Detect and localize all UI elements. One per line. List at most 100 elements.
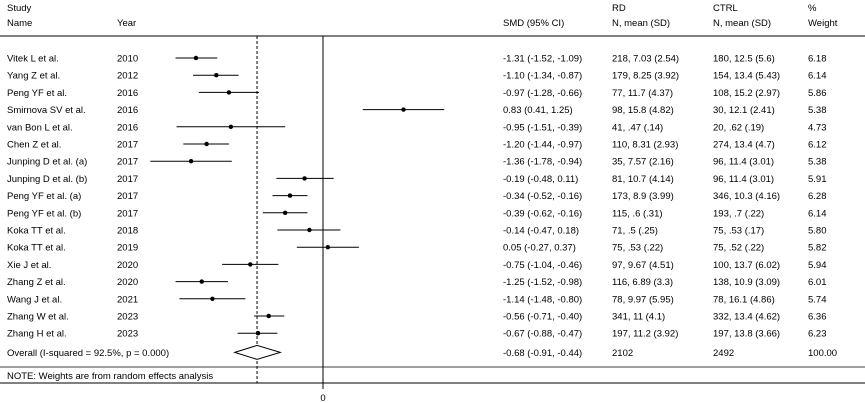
study-ctrl: 274, 13.4 (4.7) xyxy=(713,140,775,151)
study-row: Zhang Z et al. 2020 -1.25 (-1.52, -0.98) 11… xyxy=(7,277,827,288)
study-name: Chen Z et al. xyxy=(7,140,61,151)
study-year: 2017 xyxy=(117,140,138,151)
study-year: 2016 xyxy=(117,122,138,133)
study-smd-ci: -0.14 (-0.47, 0.18) xyxy=(503,226,579,237)
study-row: Xie J et al. 2020 -0.75 (-1.04, -0.46) 97, … xyxy=(7,260,827,271)
study-ctrl: 75, .52 (.22) xyxy=(713,243,764,254)
study-name: Peng YF et al. (a) xyxy=(7,191,81,202)
study-rd: 78, 9.97 (5.95) xyxy=(612,294,674,305)
point-estimate xyxy=(188,159,194,164)
study-ctrl: 30, 12.1 (2.41) xyxy=(713,105,775,116)
study-rd: 116, 6.89 (3.3) xyxy=(612,277,673,288)
study-row: Vitek L et al. 2010 -1.31 (-1.52, -1.09) 21… xyxy=(7,54,827,65)
study-name: Peng YF et al. xyxy=(7,88,67,99)
point-estimate xyxy=(204,141,209,147)
study-ctrl: 197, 13.8 (3.66) xyxy=(713,329,780,340)
study-name: Xie J et al. xyxy=(7,260,51,271)
point-estimate xyxy=(199,279,204,284)
study-row: Koka TT et al. 2019 0.05 (-0.27, 0.37) 75, … xyxy=(7,243,827,254)
point-estimate xyxy=(255,331,261,336)
study-row: van Bon L et al. 2016 -0.95 (-1.51, -0.39)… xyxy=(7,122,827,133)
study-ctrl: 332, 13.4 (4.62) xyxy=(713,312,780,323)
study-smd-ci: -0.39 (-0.62, -0.16) xyxy=(503,208,582,219)
study-weight: 6.01 xyxy=(808,277,827,288)
study-name: Zhang H et al. xyxy=(7,329,67,340)
study-rd: 179, 8.25 (3.92) xyxy=(612,71,679,82)
study-ctrl: 96, 11.4 (3.01) xyxy=(713,174,774,185)
study-name: Junping D et al. (a) xyxy=(7,157,87,168)
study-ctrl: 193, .7 (.22) xyxy=(713,208,764,219)
point-estimate xyxy=(214,73,219,78)
study-year: 2018 xyxy=(117,226,138,237)
header-ctrl: CTRL xyxy=(713,3,738,14)
study-year: 2017 xyxy=(117,208,138,219)
study-year: 2017 xyxy=(117,157,138,168)
study-weight: 6.23 xyxy=(808,329,827,340)
study-smd-ci: -1.36 (-1.78, -0.94) xyxy=(503,157,582,168)
point-estimate xyxy=(248,262,253,267)
overall-label: Overall (I-squared = 92.5%, p = 0.000) xyxy=(7,348,169,359)
study-row: Junping D et al. (b) 2017 -0.19 (-0.48, 0.… xyxy=(7,174,827,185)
study-rd: 110, 8.31 (2.93) xyxy=(612,140,678,151)
study-weight: 5.38 xyxy=(808,105,827,116)
study-rd: 35, 7.57 (2.16) xyxy=(612,157,674,168)
study-name: Koka TT et al. xyxy=(7,226,66,237)
study-year: 2010 xyxy=(117,54,138,65)
header-rd: RD xyxy=(612,3,626,14)
study-smd-ci: -1.20 (-1.44, -0.97) xyxy=(503,140,582,151)
study-weight: 5.80 xyxy=(808,226,827,237)
study-ctrl: 346, 10.3 (4.16) xyxy=(713,191,780,202)
overall-diamond xyxy=(233,344,283,360)
overall-ctrl: 2492 xyxy=(713,348,734,359)
overall-rd: 2102 xyxy=(612,348,633,359)
study-weight: 6.12 xyxy=(808,140,827,151)
study-smd-ci: -0.97 (-1.28, -0.66) xyxy=(503,88,582,99)
overall-smd-ci: -0.68 (-0.91, -0.44) xyxy=(503,348,582,359)
study-rd: 218, 7.03 (2.54) xyxy=(612,54,679,65)
study-row: Smirnova SV et al. 2016 0.83 (0.41, 1.25) 9… xyxy=(7,105,827,116)
point-estimate xyxy=(287,193,293,198)
point-estimate xyxy=(325,245,331,250)
study-row: Chen Z et al. 2017 -1.20 (-1.44, -0.97) 110… xyxy=(7,140,827,151)
study-row: Peng YF et al. (a) 2017 -0.34 (-0.52, -0.1… xyxy=(7,191,827,202)
reference-lines xyxy=(256,36,324,389)
point-estimate xyxy=(266,313,271,319)
header-ctrl-sub: N, mean (SD) xyxy=(713,18,771,29)
study-smd-ci: -1.25 (-1.52, -0.98) xyxy=(503,277,582,288)
study-row: Koka TT et al. 2018 -0.14 (-0.47, 0.18) 71,… xyxy=(7,226,827,237)
study-smd-ci: -0.75 (-1.04, -0.46) xyxy=(503,260,582,271)
study-weight: 5.74 xyxy=(808,294,827,305)
study-name: Zhang Z et al. xyxy=(7,277,66,288)
study-weight: 4.73 xyxy=(808,122,827,133)
overall-row: Overall (I-squared = 92.5%, p = 0.000) -0… xyxy=(7,344,837,360)
header-rd-sub: N, mean (SD) xyxy=(612,18,670,29)
study-row: Zhang H et al. 2023 -0.67 (-0.88, -0.47) 19… xyxy=(7,329,827,340)
study-year: 2023 xyxy=(117,312,138,323)
study-rd: 197, 11.2 (3.92) xyxy=(612,329,678,340)
study-smd-ci: -0.67 (-0.88, -0.47) xyxy=(503,329,582,340)
study-rd: 75, .53 (.22) xyxy=(612,243,663,254)
point-estimate xyxy=(210,296,215,301)
study-ctrl: 78, 16.1 (4.86) xyxy=(713,294,775,305)
study-ctrl: 75, .53 (.17) xyxy=(713,226,764,237)
overall-weight: 100.00 xyxy=(808,348,837,359)
study-ctrl: 96, 11.4 (3.01) xyxy=(713,157,774,168)
study-year: 2021 xyxy=(117,294,138,305)
point-estimate xyxy=(302,176,307,181)
x-tick-zero: 0 xyxy=(320,393,325,403)
study-weight: 5.38 xyxy=(808,157,827,168)
header-year: Year xyxy=(117,18,136,29)
study-rows: Vitek L et al. 2010 -1.31 (-1.52, -1.09) 21… xyxy=(7,54,827,340)
study-ctrl: 154, 13.4 (5.43) xyxy=(713,71,780,82)
study-weight: 5.86 xyxy=(808,88,827,99)
study-weight: 6.14 xyxy=(808,208,827,219)
study-year: 2020 xyxy=(117,277,138,288)
study-row: Peng YF et al. (b) 2017 -0.39 (-0.62, -0.1… xyxy=(7,208,827,219)
study-ctrl: 138, 10.9 (3.09) xyxy=(713,277,780,288)
study-year: 2019 xyxy=(117,243,138,254)
study-row: Peng YF et al. 2016 -0.97 (-1.28, -0.66) 77… xyxy=(7,88,827,99)
study-name: van Bon L et al. xyxy=(7,122,73,133)
study-name: Wang J et al. xyxy=(7,294,62,305)
study-weight: 6.36 xyxy=(808,312,827,323)
